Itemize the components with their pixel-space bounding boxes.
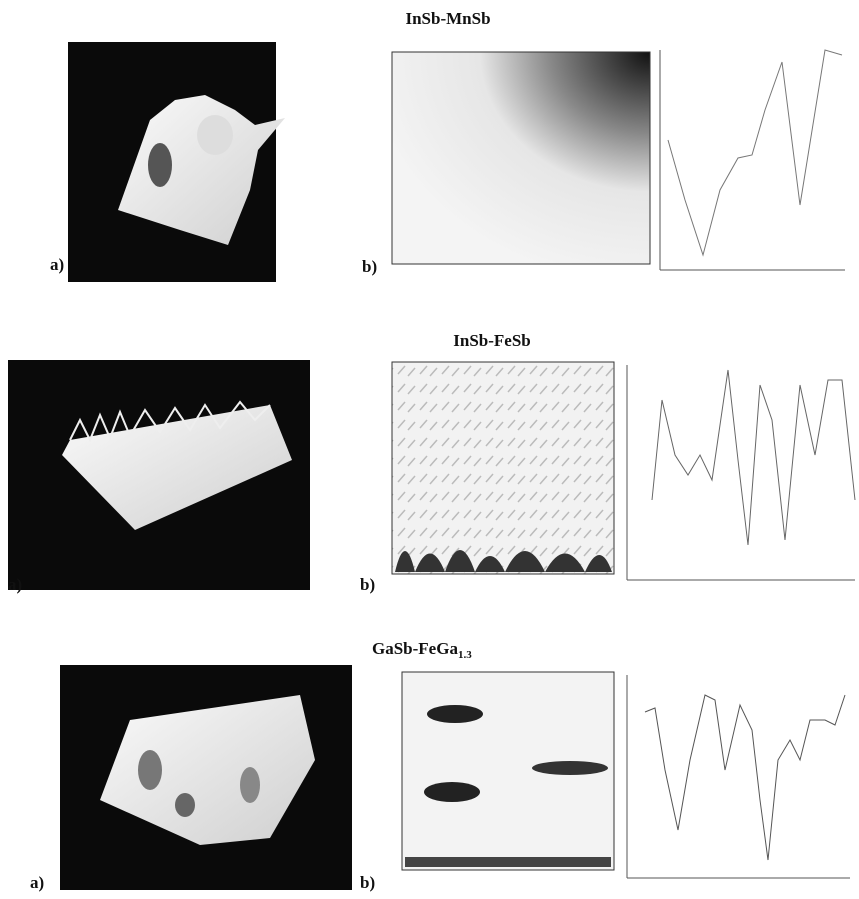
afm-band xyxy=(405,857,611,867)
height-profile xyxy=(651,369,856,546)
title-sub: 1.3 xyxy=(458,649,472,661)
afm-surface xyxy=(100,695,315,845)
afm-spikes xyxy=(69,400,271,443)
panel-label: a) xyxy=(30,873,44,892)
panel-label: b) xyxy=(362,257,377,276)
afm-grains xyxy=(395,550,612,572)
afm-shadow xyxy=(138,750,162,790)
panel-title: InSb-MnSb xyxy=(405,9,490,28)
panel-label: b) xyxy=(360,575,375,594)
height-profile xyxy=(667,49,843,257)
afm-band xyxy=(424,782,480,802)
height-profile xyxy=(644,694,846,861)
afm-band xyxy=(427,705,483,723)
panel-label: a) xyxy=(8,575,22,594)
panel-title: GaSb-FeGa1.3 xyxy=(372,639,472,661)
afm-shadow xyxy=(148,143,172,187)
title-main: GaSb-FeGa xyxy=(372,639,458,658)
afm-bump xyxy=(197,115,233,155)
afm-surface xyxy=(118,95,285,245)
afm-2d-map xyxy=(391,51,651,265)
afm-shadow xyxy=(240,767,260,803)
afm-shadow xyxy=(175,793,195,817)
afm-surface xyxy=(62,405,292,530)
panel-label: b) xyxy=(360,873,375,892)
afm-2d-map xyxy=(391,361,615,575)
panel-label: a) xyxy=(50,255,64,274)
panel-title: InSb-FeSb xyxy=(453,331,530,350)
afm-band xyxy=(532,761,608,775)
